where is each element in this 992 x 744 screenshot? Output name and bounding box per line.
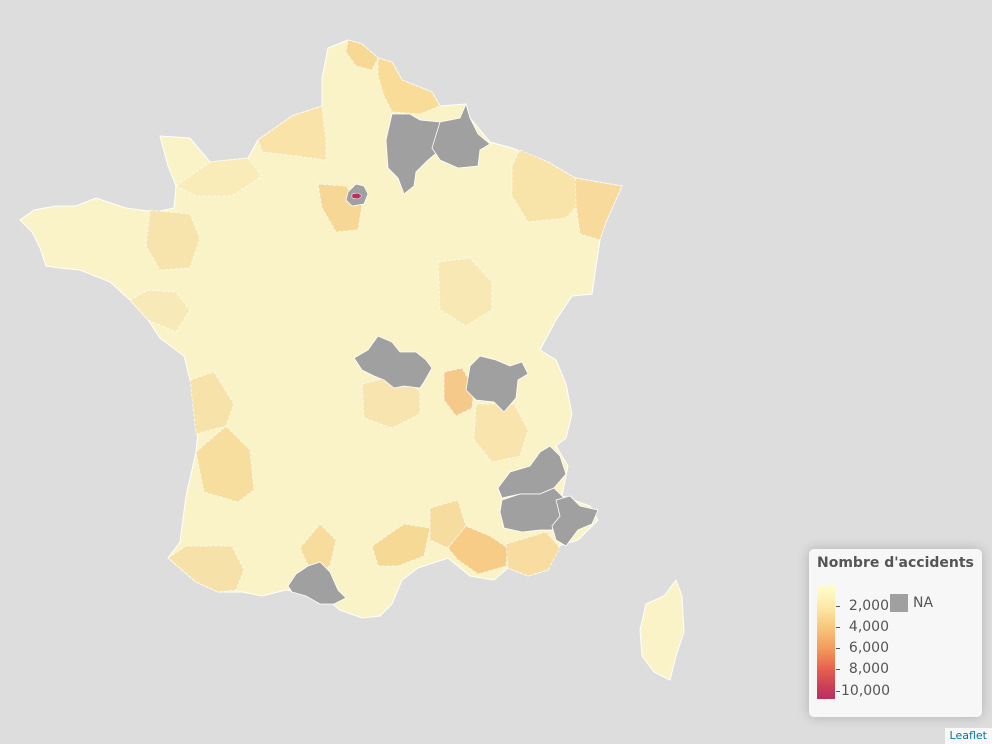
- legend-tick: [836, 669, 840, 671]
- corsica[interactable]: [639, 578, 685, 681]
- dept-moselle[interactable]: [511, 149, 587, 223]
- dept-cote-dor[interactable]: [437, 257, 493, 327]
- legend-tick-label: 8,000: [848, 661, 889, 678]
- dept-nord[interactable]: [377, 57, 441, 115]
- dept-herault[interactable]: [371, 523, 431, 567]
- dept-loire-atlantique[interactable]: [129, 289, 191, 333]
- legend-color-bar: [817, 585, 835, 699]
- dept-ardennes-na[interactable]: [431, 102, 491, 169]
- dept-hautes-pyrenees-na[interactable]: [287, 561, 347, 605]
- legend-na-label: NA: [913, 595, 934, 611]
- dept-oise-na[interactable]: [385, 113, 441, 195]
- dept-seine-maritime[interactable]: [257, 105, 327, 161]
- legend: Nombre d'accidents 2,000 4,000 6,000 8,000 1…: [809, 549, 982, 717]
- legend-tick: [836, 627, 840, 629]
- legend-tick: [836, 690, 840, 692]
- dept-rhone[interactable]: [443, 367, 475, 417]
- dept-alpes-maritimes-na[interactable]: [551, 495, 599, 547]
- legend-tick-label: 6,000: [848, 640, 889, 657]
- legend-tick: [836, 606, 840, 608]
- dept-isere[interactable]: [473, 403, 529, 463]
- dept-charente-maritime[interactable]: [189, 371, 235, 435]
- dept-calvados[interactable]: [175, 157, 263, 197]
- dept-ain-na[interactable]: [465, 355, 529, 413]
- dept-gironde[interactable]: [195, 425, 255, 503]
- dept-pas-de-calais-north[interactable]: [345, 39, 379, 71]
- dept-var[interactable]: [505, 531, 561, 577]
- legend-tick-label: 2,000: [848, 598, 889, 615]
- legend-tick-label: 10,000: [841, 682, 890, 699]
- dept-ille-et-vilaine[interactable]: [145, 209, 201, 271]
- dept-allier-na[interactable]: [353, 335, 433, 389]
- legend-tick: [836, 648, 840, 650]
- attribution-link[interactable]: Leaflet: [944, 728, 992, 744]
- dept-pyrenees-atlantiques[interactable]: [167, 545, 245, 593]
- dept-bas-rhin[interactable]: [574, 177, 623, 241]
- dept-paris[interactable]: [351, 192, 363, 200]
- legend-na-swatch: [890, 594, 908, 612]
- legend-tick-label: 4,000: [848, 619, 889, 636]
- legend-title: Nombre d'accidents: [817, 555, 974, 571]
